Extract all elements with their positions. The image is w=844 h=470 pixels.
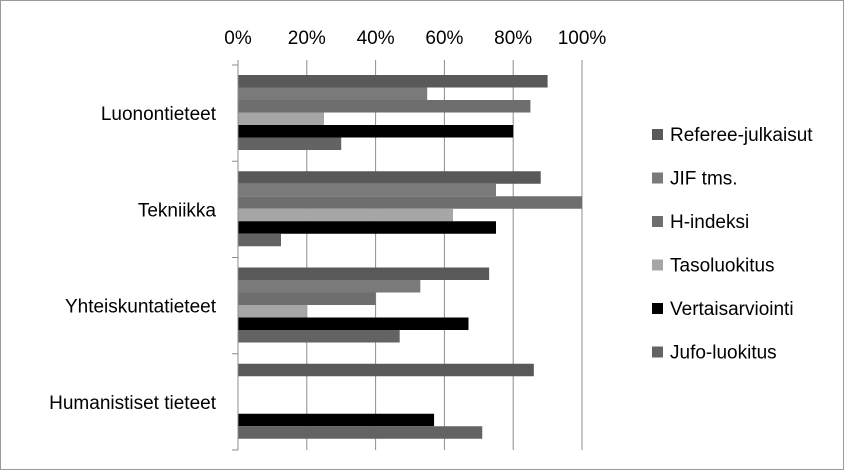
bar-jufo-luokitus xyxy=(238,426,483,439)
legend-label: H-indeksi xyxy=(670,212,749,233)
legend-swatch xyxy=(652,129,663,140)
bar-jif-tms- xyxy=(238,280,421,293)
bar-referee-julkaisut xyxy=(238,75,548,88)
bar-vertaisarviointi xyxy=(238,125,514,138)
category-label: Luonontieteet xyxy=(101,104,217,125)
bar-jif-tms- xyxy=(238,87,428,100)
bar-vertaisarviointi xyxy=(238,413,435,427)
legend-label: JIF tms. xyxy=(670,169,738,190)
bar-vertaisarviointi xyxy=(238,221,496,234)
x-tick-label: 60% xyxy=(425,28,463,49)
x-tick-label: 0% xyxy=(224,28,252,49)
bar-h-indeksi xyxy=(238,100,531,113)
legend-label: Referee-julkaisut xyxy=(670,125,813,146)
legend-swatch xyxy=(652,259,663,271)
legend-swatch xyxy=(652,172,663,184)
legend-label: Tasoluokitus xyxy=(670,256,775,277)
bar-h-indeksi xyxy=(238,196,582,209)
x-tick-label: 80% xyxy=(494,28,532,49)
bar-jufo-luokitus xyxy=(238,330,400,343)
bar-jif-tms- xyxy=(238,183,496,197)
legend-swatch xyxy=(652,303,663,314)
legend-label: Jufo-luokitus xyxy=(670,343,777,364)
x-tick-label: 20% xyxy=(288,28,326,49)
bar-referee-julkaisut xyxy=(238,363,534,377)
x-tick-label: 100% xyxy=(558,28,607,49)
category-label: Tekniikka xyxy=(138,200,217,221)
bar-jufo-luokitus xyxy=(238,233,281,247)
bar-h-indeksi xyxy=(238,292,376,305)
bar-tasoluokitus xyxy=(238,305,307,318)
x-tick-label: 40% xyxy=(357,28,395,49)
bar-vertaisarviointi xyxy=(238,317,469,330)
legend-label: Vertaisarviointi xyxy=(670,299,794,320)
bar-jufo-luokitus xyxy=(238,137,342,150)
legend-swatch xyxy=(652,216,663,227)
legend-swatch xyxy=(652,346,663,358)
bar-referee-julkaisut xyxy=(238,267,490,280)
category-label: Humanistiset tieteet xyxy=(49,393,217,414)
category-label: Yhteiskuntatieteet xyxy=(65,297,217,318)
bar-tasoluokitus xyxy=(238,208,453,222)
bar-referee-julkaisut xyxy=(238,171,541,184)
bar-tasoluokitus xyxy=(238,112,324,125)
